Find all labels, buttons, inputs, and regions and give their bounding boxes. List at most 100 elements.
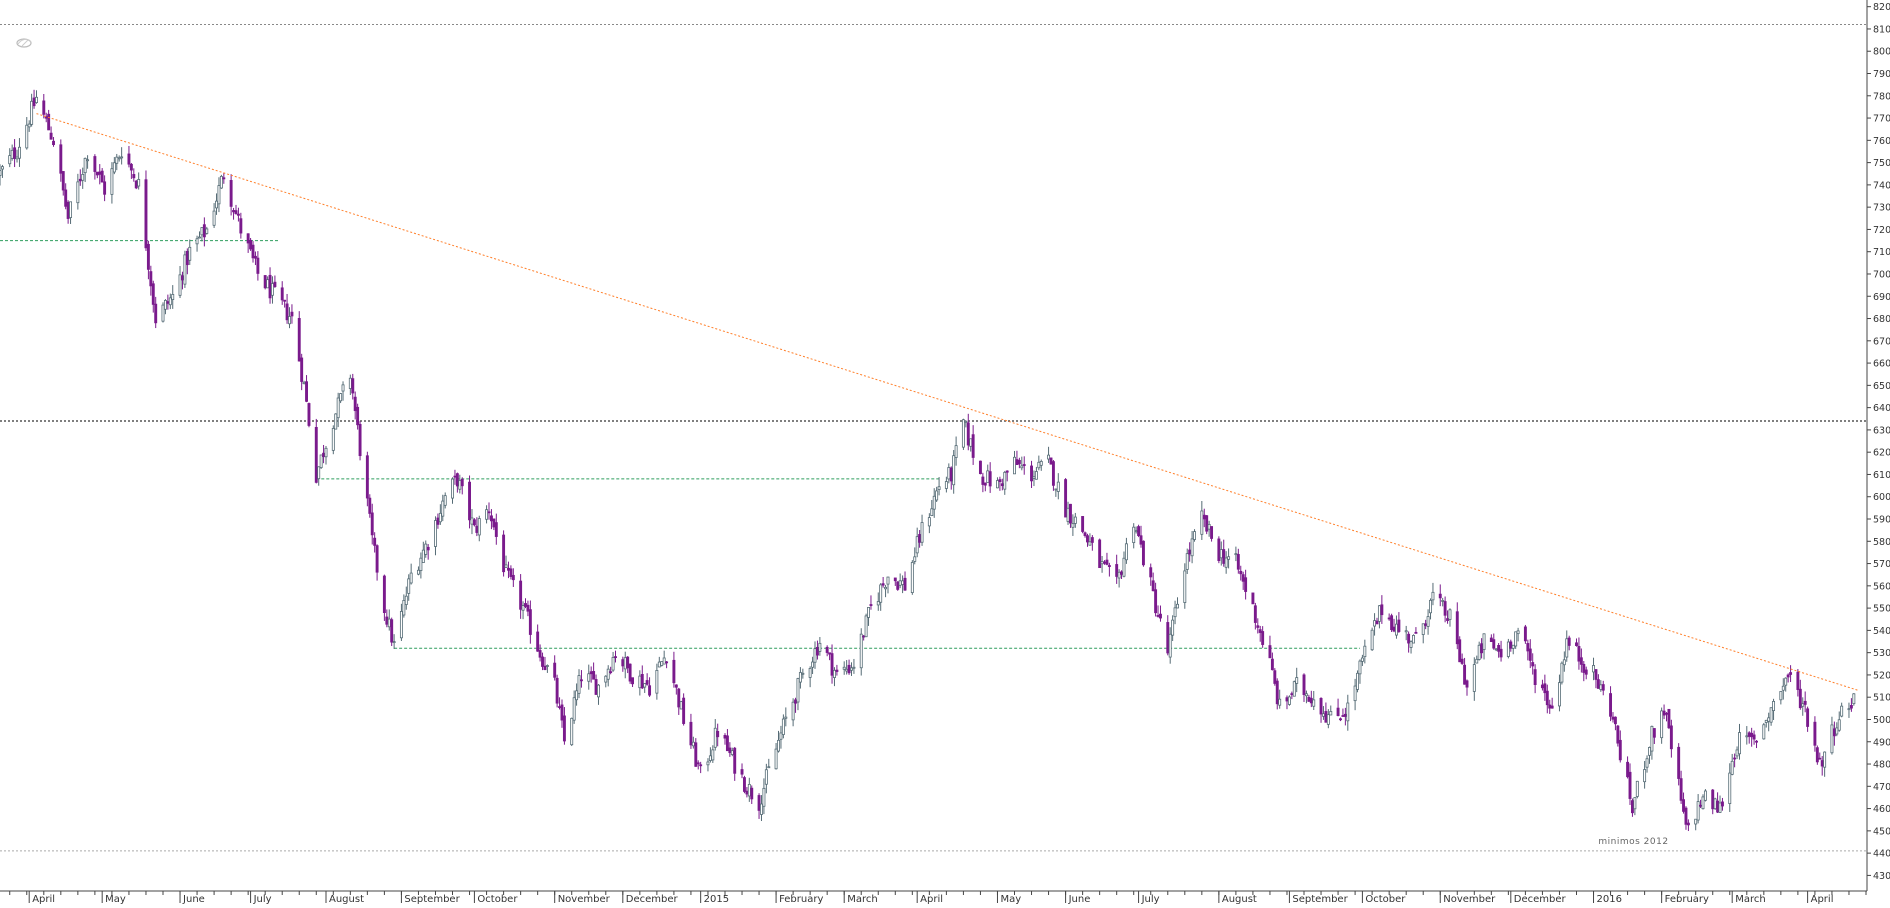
candle	[1064, 478, 1068, 518]
candle	[1558, 674, 1561, 712]
candle-body	[742, 777, 746, 792]
candle-body	[998, 479, 1002, 483]
candle-body	[983, 482, 987, 486]
candle	[487, 502, 491, 520]
candle-body	[489, 515, 493, 522]
candle	[1380, 595, 1384, 624]
candle-body	[421, 549, 425, 564]
candle-body	[747, 784, 751, 797]
candle	[93, 154, 97, 180]
candle-body	[1088, 541, 1092, 546]
candle-body	[1275, 680, 1279, 705]
candle	[1584, 666, 1588, 680]
candle-body	[234, 210, 238, 214]
candle-body	[1159, 613, 1162, 619]
candle-body	[1699, 804, 1703, 807]
candle	[1066, 501, 1070, 525]
candle-body	[996, 480, 999, 489]
candle	[83, 157, 87, 183]
candle-body	[1137, 526, 1141, 536]
candle	[910, 560, 914, 595]
candle	[791, 698, 795, 727]
candle	[1356, 670, 1359, 693]
candle	[324, 446, 328, 465]
candle-body	[545, 665, 549, 667]
candle	[1575, 638, 1578, 647]
candle-body	[966, 422, 970, 446]
candle	[1837, 711, 1841, 732]
candle-body	[1548, 704, 1552, 709]
candle-body	[952, 455, 956, 486]
candle-body	[1412, 634, 1415, 644]
candle-body	[1648, 747, 1651, 756]
candle-body	[674, 684, 678, 688]
candle-body	[1268, 645, 1272, 659]
candle-body	[1343, 713, 1347, 717]
candle-body	[553, 662, 557, 678]
candle	[1000, 478, 1004, 491]
x-tick-label: August	[329, 894, 364, 904]
candle-body	[981, 476, 985, 485]
candle	[1796, 669, 1800, 697]
candle-body	[409, 572, 413, 584]
candle	[1013, 450, 1016, 475]
candle-body	[1584, 669, 1588, 675]
candle	[1336, 698, 1340, 717]
candle	[47, 109, 51, 131]
candle	[511, 568, 515, 587]
candle	[280, 281, 284, 305]
candle	[1528, 639, 1532, 669]
candle-body	[1115, 564, 1119, 577]
candle	[1227, 548, 1231, 569]
candle-body	[1752, 734, 1756, 740]
candle	[1107, 562, 1111, 577]
candle-body	[835, 669, 839, 672]
candle-body	[1081, 516, 1085, 532]
y-tick-label: 8100	[1873, 24, 1890, 35]
candle	[436, 513, 440, 529]
candle-body	[1022, 464, 1026, 466]
candle-body	[1558, 682, 1561, 707]
candle	[246, 233, 250, 253]
candle-body	[767, 766, 771, 769]
candle	[825, 645, 829, 657]
candle	[913, 547, 917, 565]
candle	[1124, 537, 1128, 564]
candle-body	[149, 271, 153, 287]
candle	[44, 112, 48, 123]
candle-body	[1721, 801, 1724, 807]
candle-body	[541, 656, 544, 667]
x-tick-label: December	[626, 894, 679, 904]
candle	[129, 162, 133, 179]
candle-body	[1818, 757, 1822, 760]
candle-body	[25, 124, 29, 149]
candle-body	[1781, 685, 1785, 691]
candle-body	[1431, 591, 1435, 601]
candle-body	[725, 735, 729, 752]
candle	[604, 675, 608, 688]
candle-body	[27, 123, 31, 128]
candle-body	[1601, 684, 1605, 691]
candle	[1020, 456, 1024, 471]
candle	[1100, 556, 1104, 573]
candle-body	[1049, 457, 1053, 465]
candle-body	[1134, 530, 1138, 533]
candle	[134, 179, 138, 190]
candle	[1616, 724, 1620, 747]
candle-body	[1579, 657, 1583, 665]
candle-body	[1475, 658, 1479, 664]
candle-body	[1528, 648, 1532, 661]
candle-body	[487, 511, 491, 514]
candle	[253, 251, 257, 266]
candle	[1159, 605, 1162, 622]
candle-body	[302, 381, 306, 385]
candle	[234, 204, 238, 215]
candle	[952, 450, 956, 494]
candle-body	[577, 675, 581, 694]
candle	[336, 392, 340, 428]
candle	[358, 421, 362, 461]
y-tick-label: 7700	[1873, 114, 1890, 125]
candle	[1813, 716, 1817, 752]
candle-body	[1506, 641, 1510, 657]
candle	[1069, 503, 1072, 528]
